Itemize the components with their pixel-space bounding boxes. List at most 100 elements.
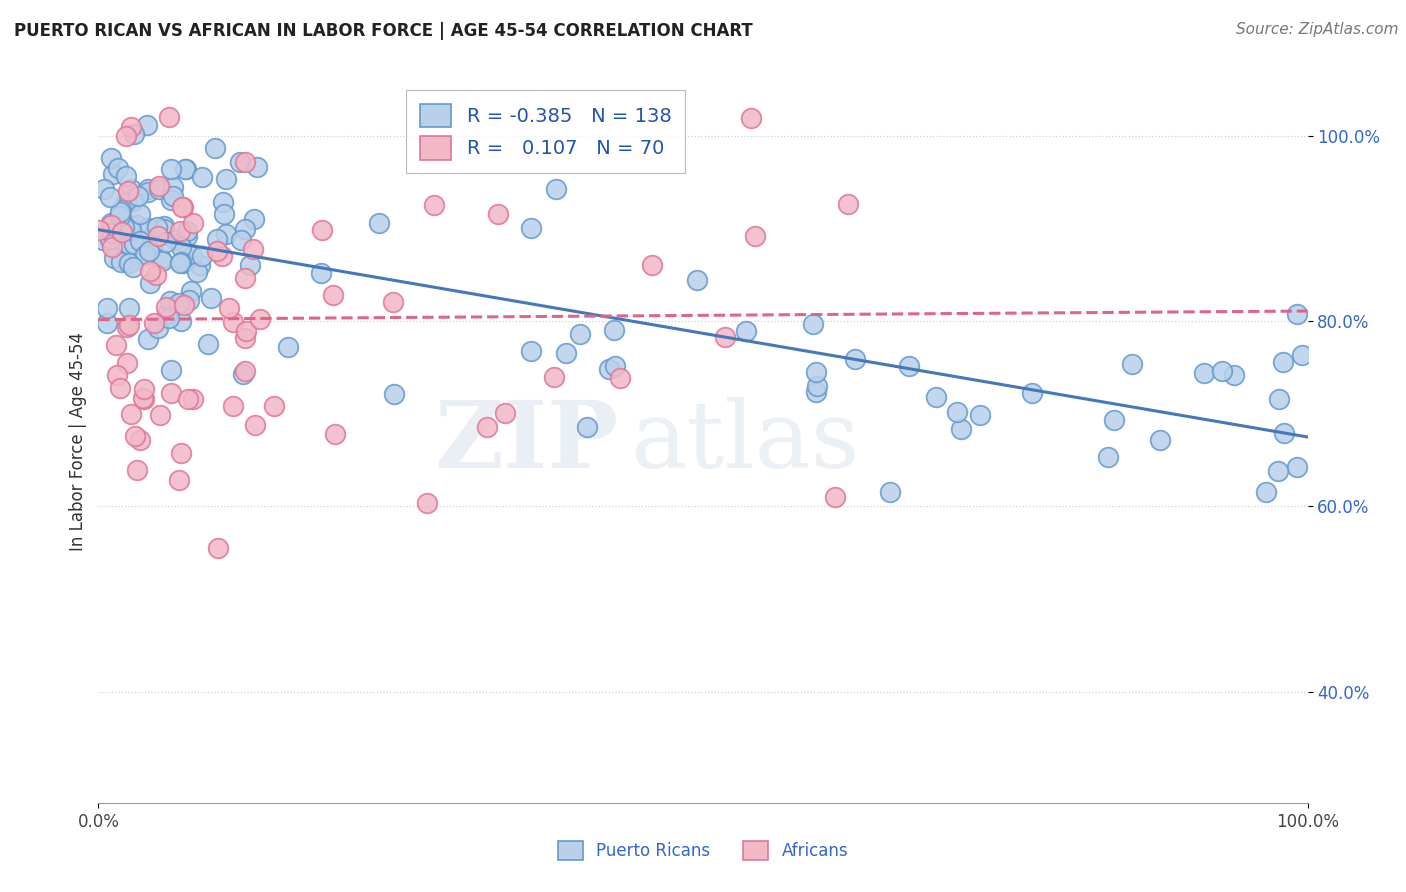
- Point: [136, 185, 159, 199]
- Point: [603, 359, 626, 374]
- Point: [167, 473, 190, 487]
- Text: Source: ZipAtlas.com: Source: ZipAtlas.com: [1236, 22, 1399, 37]
- Point: [1267, 464, 1289, 478]
- Point: [837, 197, 859, 211]
- Point: [204, 141, 226, 155]
- Point: [735, 324, 758, 338]
- Point: [222, 399, 245, 413]
- Point: [108, 381, 131, 395]
- Point: [231, 233, 253, 247]
- Point: [132, 237, 155, 252]
- Point: [173, 298, 195, 312]
- Point: [117, 356, 139, 370]
- Point: [136, 332, 159, 346]
- Point: [134, 248, 156, 262]
- Point: [277, 340, 299, 354]
- Point: [148, 179, 170, 194]
- Point: [181, 216, 204, 230]
- Point: [136, 221, 159, 235]
- Point: [1285, 307, 1308, 321]
- Point: [108, 209, 131, 223]
- Point: [235, 324, 257, 338]
- Point: [215, 227, 238, 241]
- Y-axis label: In Labor Force | Age 45-54: In Labor Force | Age 45-54: [69, 332, 87, 551]
- Point: [136, 182, 159, 196]
- Point: [169, 240, 191, 254]
- Point: [322, 287, 344, 301]
- Point: [713, 330, 735, 344]
- Point: [243, 212, 266, 227]
- Point: [181, 249, 204, 263]
- Point: [1097, 450, 1119, 465]
- Point: [246, 161, 269, 175]
- Point: [152, 221, 174, 235]
- Point: [111, 226, 134, 240]
- Legend: Puerto Ricans, Africans: Puerto Ricans, Africans: [551, 835, 855, 867]
- Point: [806, 365, 828, 379]
- Point: [232, 367, 254, 381]
- Point: [180, 284, 202, 298]
- Point: [157, 311, 180, 326]
- Point: [115, 195, 138, 210]
- Point: [115, 129, 138, 144]
- Point: [233, 221, 256, 235]
- Point: [249, 312, 271, 326]
- Point: [96, 316, 118, 330]
- Point: [197, 336, 219, 351]
- Point: [212, 194, 235, 209]
- Point: [169, 224, 191, 238]
- Text: PUERTO RICAN VS AFRICAN IN LABOR FORCE | AGE 45-54 CORRELATION CHART: PUERTO RICAN VS AFRICAN IN LABOR FORCE |…: [14, 22, 752, 40]
- Point: [381, 295, 404, 310]
- Point: [128, 434, 150, 448]
- Point: [233, 154, 256, 169]
- Point: [191, 249, 214, 263]
- Point: [1121, 357, 1143, 371]
- Point: [155, 235, 177, 249]
- Point: [170, 445, 193, 459]
- Point: [138, 244, 160, 259]
- Point: [544, 182, 567, 196]
- Point: [159, 294, 181, 309]
- Point: [1256, 485, 1278, 500]
- Point: [554, 346, 576, 360]
- Point: [117, 184, 139, 198]
- Point: [576, 420, 599, 434]
- Point: [879, 484, 901, 499]
- Point: [170, 200, 193, 214]
- Point: [1286, 459, 1309, 474]
- Point: [415, 496, 437, 510]
- Point: [311, 223, 333, 237]
- Point: [640, 258, 662, 272]
- Point: [323, 427, 346, 442]
- Point: [215, 172, 238, 186]
- Point: [609, 370, 631, 384]
- Point: [804, 384, 827, 399]
- Point: [98, 232, 121, 246]
- Point: [159, 193, 181, 207]
- Point: [1211, 364, 1233, 378]
- Point: [146, 321, 169, 335]
- Point: [233, 331, 256, 345]
- Point: [107, 161, 129, 176]
- Point: [124, 428, 146, 442]
- Point: [155, 307, 177, 321]
- Point: [100, 226, 122, 240]
- Point: [1194, 366, 1216, 380]
- Point: [243, 417, 266, 432]
- Point: [486, 207, 509, 221]
- Point: [103, 251, 125, 265]
- Point: [110, 202, 132, 217]
- Point: [132, 392, 155, 406]
- Point: [744, 229, 766, 244]
- Point: [520, 343, 543, 358]
- Point: [129, 234, 152, 248]
- Point: [949, 422, 972, 436]
- Point: [121, 407, 143, 421]
- Point: [100, 218, 122, 232]
- Point: [146, 220, 169, 235]
- Point: [228, 155, 250, 169]
- Point: [150, 254, 173, 268]
- Point: [844, 352, 866, 367]
- Point: [120, 182, 142, 196]
- Point: [188, 258, 211, 272]
